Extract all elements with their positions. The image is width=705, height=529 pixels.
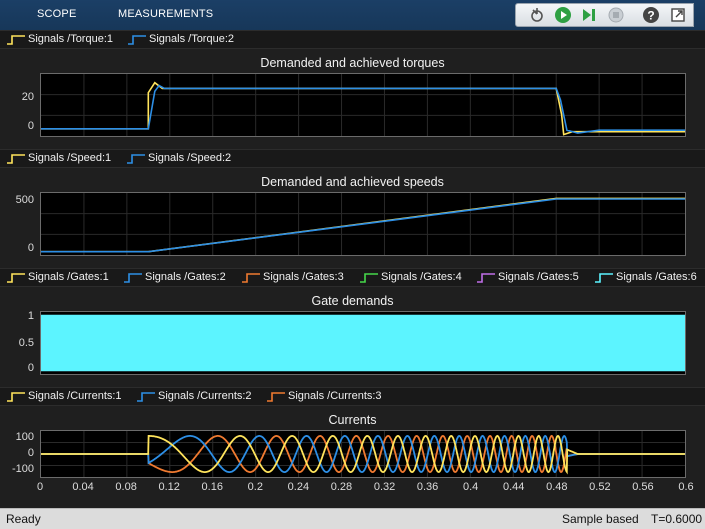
run-icon[interactable]	[554, 6, 572, 24]
series-line	[41, 81, 685, 136]
currents-plot	[41, 431, 685, 477]
legend-swatch-icon	[127, 154, 145, 164]
x-tick-label: 0.36	[416, 481, 439, 493]
legend-label: Signals /Currents:2	[158, 390, 252, 402]
legend-currents: Signals /Currents:1 Signals /Currents:2 …	[0, 387, 705, 406]
x-tick-label: 0.04	[72, 481, 94, 493]
y-tick-label: 0.5	[18, 337, 34, 349]
y-tick-label: 100	[15, 431, 34, 443]
legend-label: Signals /Gates:5	[498, 271, 579, 283]
step-forward-icon[interactable]	[580, 6, 598, 24]
legend-label: Signals /Gates:3	[263, 271, 344, 283]
series-line	[41, 198, 685, 253]
x-tick-label: 0.52	[589, 481, 611, 493]
legend-swatch-icon	[7, 154, 25, 164]
series-line	[41, 197, 685, 253]
y-tick-label: 0	[27, 447, 34, 459]
legend-swatch-icon	[137, 392, 155, 402]
legend-speed: Signals /Speed:1 Signals /Speed:2	[0, 149, 705, 168]
x-tick-label: 0	[36, 481, 44, 493]
legend-swatch-icon	[242, 273, 260, 283]
legend-swatch-icon	[128, 35, 146, 45]
x-tick-label: 0.44	[503, 481, 525, 493]
gates-axes[interactable]	[40, 311, 686, 375]
y-tick-label: 0	[27, 362, 34, 374]
y-tick-label: 0	[27, 242, 34, 254]
legend-label: Signals /Gates:4	[381, 271, 462, 283]
legend-label: Signals /Gates:1	[28, 271, 109, 283]
y-tick-label: 500	[15, 194, 34, 206]
x-tick-label: 0.08	[115, 481, 137, 493]
x-tick-label: 0.32	[373, 481, 396, 493]
legend-label: Signals /Speed:2	[148, 152, 232, 164]
y-tick-label: -100	[11, 463, 34, 475]
legend-swatch-icon	[124, 273, 142, 283]
plot-title: Gate demands	[311, 294, 394, 308]
stop-icon[interactable]	[607, 6, 625, 24]
x-tick-label: 0.56	[632, 481, 654, 493]
legend-label: Signals /Torque:1	[28, 33, 113, 45]
legend-label: Signals /Torque:2	[149, 33, 234, 45]
series-line	[41, 84, 685, 134]
x-tick-label: 0.4	[463, 481, 479, 493]
undock-icon[interactable]	[669, 6, 687, 24]
x-tick-label: 0.28	[330, 481, 353, 493]
x-tick-label: 0.24	[287, 481, 310, 493]
tab-measurements[interactable]: MEASUREMENTS	[118, 8, 214, 20]
legend-label: Signals /Currents:1	[28, 390, 122, 402]
legend-swatch-icon	[7, 273, 25, 283]
tab-scope[interactable]: SCOPE	[37, 8, 77, 20]
y-tick-label: 1	[27, 310, 34, 322]
x-tick-label: 0.48	[546, 481, 568, 493]
torque-axes[interactable]	[40, 73, 686, 137]
speed-plot	[41, 193, 685, 255]
legend-label: Signals /Speed:1	[28, 152, 112, 164]
gate-demand-area	[41, 314, 685, 372]
quick-access-toolbar: ?	[515, 3, 694, 27]
plot-title: Currents	[328, 413, 377, 427]
legend-swatch-icon	[267, 392, 285, 402]
legend-label: Signals /Gates:2	[145, 271, 226, 283]
speed-axes[interactable]	[40, 192, 686, 256]
legend-label: Signals /Gates:6	[616, 271, 697, 283]
plot-title: Demanded and achieved speeds	[261, 175, 444, 189]
legend-swatch-icon	[477, 273, 495, 283]
x-tick-label: 0.6	[678, 481, 694, 493]
x-tick-label: 0.16	[201, 481, 223, 493]
x-tick-label: 0.12	[158, 481, 180, 493]
legend-swatch-icon	[595, 273, 613, 283]
toolstrip: SCOPE MEASUREMENTS ?	[0, 0, 705, 31]
currents-axes[interactable]	[40, 430, 686, 478]
y-tick-label: 20	[21, 91, 34, 103]
status-mode: Sample based	[562, 512, 639, 526]
legend-gates: Signals /Gates:1 Signals /Gates:2 Signal…	[0, 268, 705, 287]
status-text: Ready	[6, 512, 41, 526]
legend-swatch-icon	[360, 273, 378, 283]
x-tick-label: 0.2	[247, 481, 263, 493]
gates-plot	[41, 314, 685, 372]
legend-swatch-icon	[7, 392, 25, 402]
help-icon[interactable]: ?	[642, 6, 660, 24]
legend-swatch-icon	[7, 35, 25, 45]
y-tick-label: 0	[27, 120, 34, 132]
legend-label: Signals /Currents:3	[288, 390, 382, 402]
series-line	[41, 434, 685, 475]
legend-torque: Signals /Torque:1 Signals /Torque:2	[0, 30, 705, 49]
stepback-icon[interactable]	[528, 6, 546, 24]
plot-title: Demanded and achieved torques	[260, 56, 445, 70]
status-time: T=0.6000	[651, 512, 703, 526]
torque-plot	[41, 74, 685, 136]
svg-text:?: ?	[647, 9, 654, 23]
status-bar: Ready Sample based T=0.6000	[0, 508, 705, 529]
